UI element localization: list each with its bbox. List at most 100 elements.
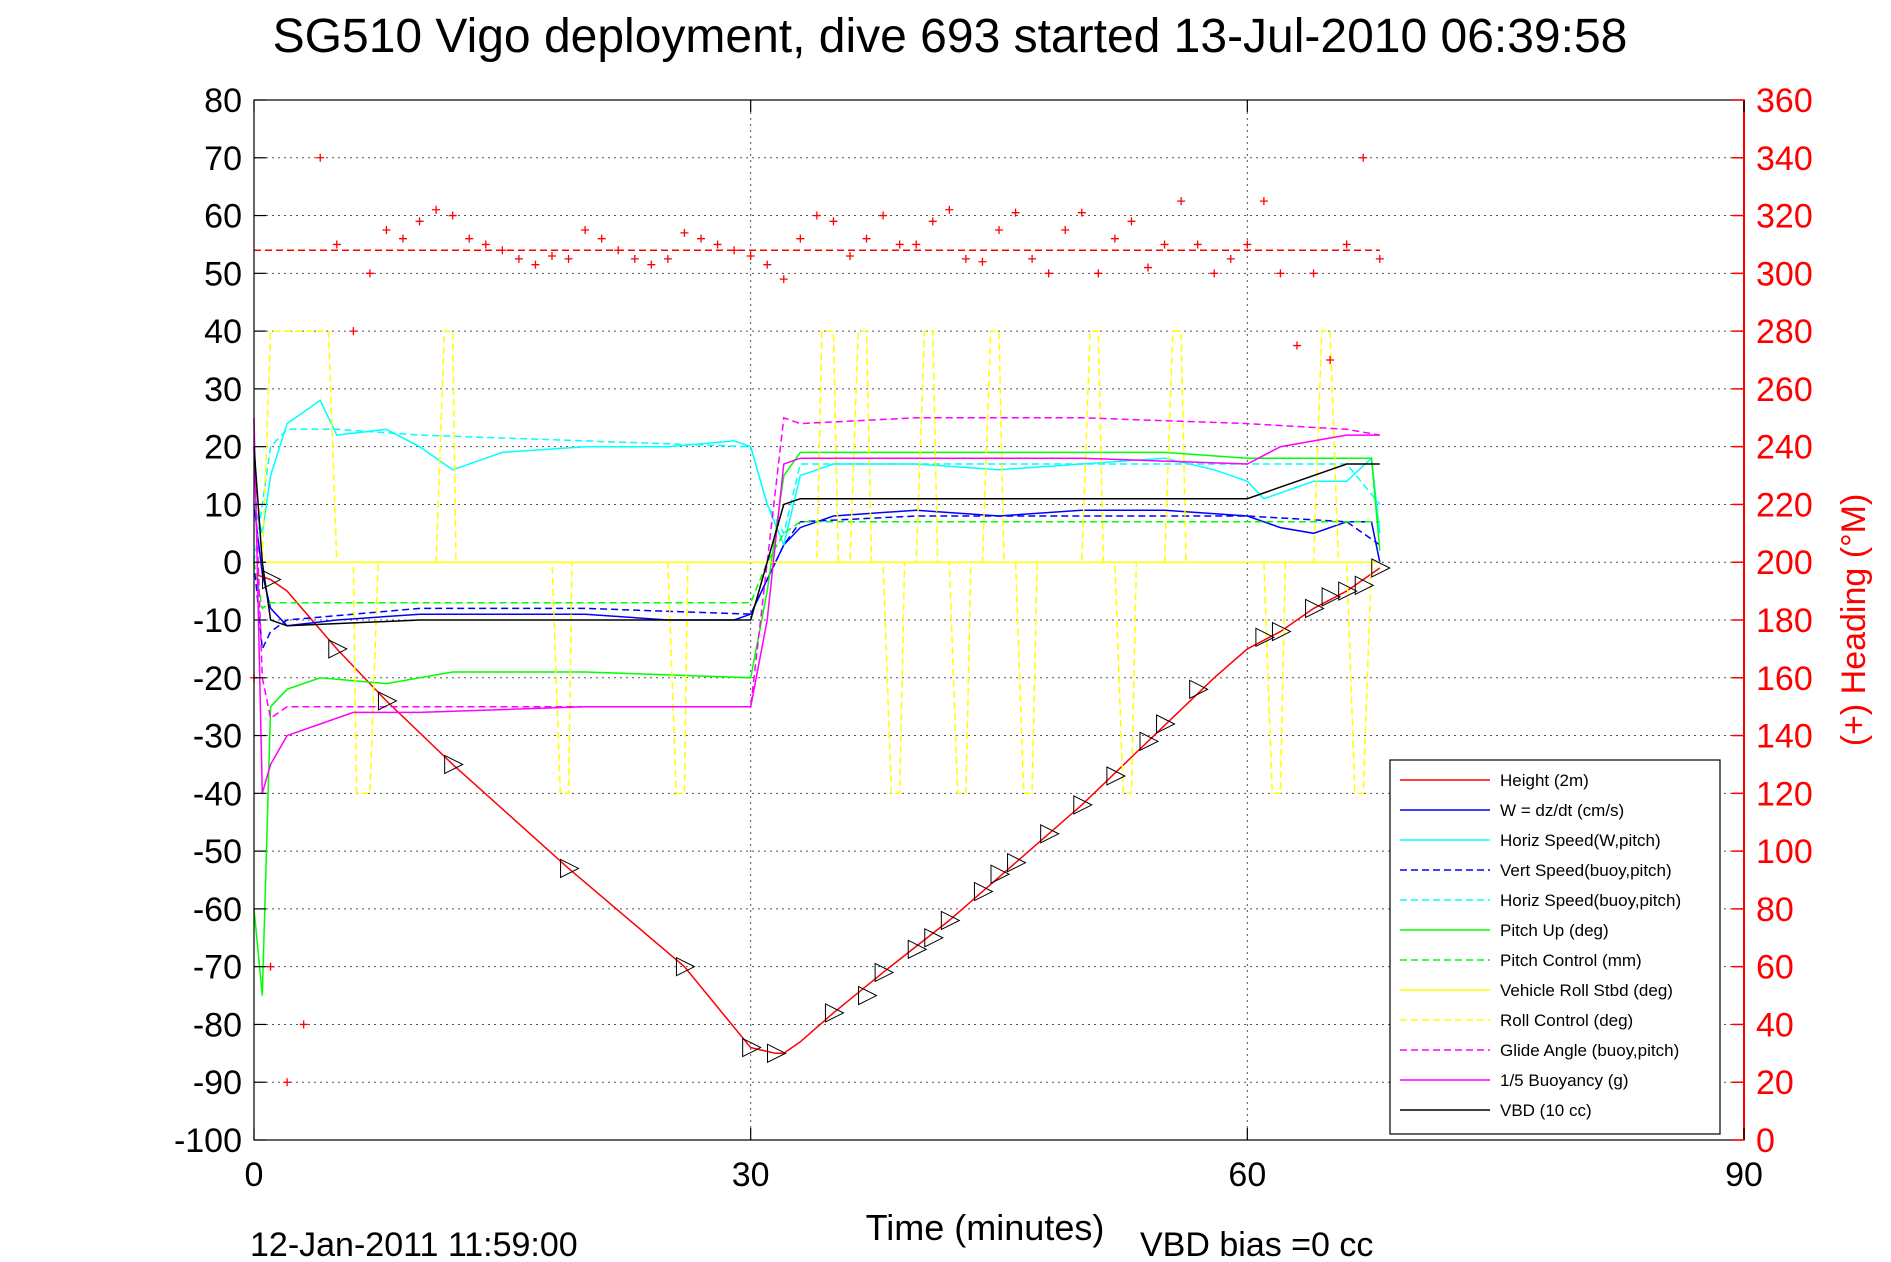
x-tick-label: 30: [732, 1156, 770, 1194]
heading-point: [1342, 240, 1351, 249]
y-tick-label: 30: [204, 371, 242, 409]
heading-point: [316, 153, 325, 162]
height-marker: [824, 1003, 845, 1023]
heading-point: [879, 211, 888, 220]
y2-tick-label: 320: [1756, 198, 1813, 236]
height-marker: [742, 1037, 762, 1058]
heading-point: [1110, 234, 1119, 243]
heading-point: [1243, 240, 1252, 249]
legend-label: Roll Control (deg): [1500, 1011, 1633, 1030]
heading-point: [995, 226, 1003, 234]
heading-point: [1193, 240, 1202, 249]
legend-label: W = dz/dt (cm/s): [1500, 801, 1624, 820]
y2-tick-label: 120: [1756, 775, 1813, 813]
y-tick-label: 40: [204, 313, 242, 351]
y-tick-label: -20: [193, 660, 242, 698]
y2-tick-label: 360: [1756, 82, 1813, 120]
heading-point: [481, 240, 490, 249]
heading-point: [895, 240, 904, 249]
heading-point: [332, 240, 341, 249]
series-line-pitch-control-mm: [253, 521, 1380, 610]
y2-axis-label: (+) Heading (°M): [1835, 494, 1873, 747]
y-tick-label: -50: [193, 833, 242, 871]
heading-point: [432, 205, 441, 214]
height-marker: [1321, 587, 1342, 607]
y-tick-label: 60: [204, 198, 242, 236]
height-marker: [924, 927, 944, 948]
legend-label: Vert Speed(buoy,pitch): [1500, 861, 1672, 880]
y2-tick-label: 140: [1756, 718, 1813, 756]
series-line-horiz-speed-buoy-pitch: [253, 428, 1381, 563]
heading-point: [1375, 254, 1384, 263]
y-tick-label: 80: [204, 82, 242, 120]
y2-tick-label: 100: [1756, 833, 1813, 871]
y2-tick-label: 340: [1756, 140, 1813, 178]
legend: Height (2m) W = dz/dt (cm/s) Horiz Speed(W…: [1389, 759, 1721, 1135]
height-marker: [328, 639, 348, 659]
height-marker: [1371, 558, 1391, 578]
footer-date: 12-Jan-2011 11:59:00: [250, 1226, 578, 1262]
height-marker: [444, 754, 464, 775]
heading-point: [928, 217, 937, 226]
legend-label: Vehicle Roll Stbd (deg): [1500, 981, 1673, 1000]
y-tick-label: -90: [193, 1064, 242, 1102]
heading-point: [1061, 226, 1070, 234]
y-tick-label: -100: [174, 1122, 242, 1160]
x-axis-label: Time (minutes): [866, 1207, 1105, 1248]
height-marker: [1139, 731, 1160, 752]
y-tick-label: -70: [193, 949, 242, 987]
y2-tick-label: 160: [1756, 660, 1813, 698]
height-marker: [874, 962, 895, 983]
series-heading: [250, 153, 1384, 1087]
heading-point: [415, 217, 424, 226]
heading-point: [746, 252, 755, 260]
series-line-height-2m: [253, 567, 1381, 1055]
height-marker: [262, 569, 282, 590]
heading-point: [1077, 208, 1086, 217]
axes: 0 30 60 9080706050403020100-10-20-30-40-50-…: [174, 82, 1813, 1194]
height-marker: [1271, 621, 1292, 642]
heading-point: [1226, 254, 1235, 263]
heading-point: [1011, 208, 1020, 217]
y-tick-label: 70: [204, 140, 242, 178]
height-marker: [907, 939, 928, 960]
series-line-glide-angle-buoy-pitch: [253, 416, 1380, 720]
y2-tick-label: 200: [1756, 544, 1813, 582]
y2-tick-label: 80: [1756, 891, 1794, 929]
heading-point: [548, 252, 556, 260]
height-marker: [1255, 627, 1276, 648]
height-marker: [1338, 581, 1358, 601]
heading-point: [697, 234, 705, 243]
y-tick-label: -30: [193, 718, 242, 756]
heading-point: [680, 228, 689, 237]
heading-point: [1094, 269, 1103, 278]
heading-point: [1127, 217, 1136, 226]
heading-point: [961, 254, 970, 263]
x-tick-label: 90: [1725, 1156, 1763, 1194]
footer-vbd-bias: VBD bias =0 cc: [1140, 1226, 1373, 1262]
heading-point: [283, 1078, 292, 1087]
y2-tick-label: 220: [1756, 486, 1813, 524]
series-line-vert-speed-buoy-pitch: [253, 515, 1381, 652]
heading-point: [1259, 197, 1268, 206]
series-line-1-5-buoyancy-g: [253, 417, 1380, 794]
y2-tick-label: 260: [1756, 371, 1813, 409]
heading-point: [399, 234, 407, 243]
heading-point: [812, 211, 821, 220]
height-marker: [1189, 679, 1209, 700]
heading-point: [448, 211, 457, 220]
height-marker: [1156, 714, 1176, 734]
heading-point: [1309, 269, 1318, 278]
series-line-vbd-10-cc: [253, 446, 1380, 627]
heading-point: [299, 1020, 308, 1029]
legend-label: Pitch Control (mm): [1500, 951, 1642, 970]
height-marker: [675, 956, 696, 977]
heading-point: [564, 254, 573, 263]
y2-tick-label: 240: [1756, 429, 1813, 467]
height-marker: [377, 691, 398, 711]
heading-point: [465, 234, 474, 243]
height-marker: [767, 1043, 787, 1064]
heading-point: [978, 257, 987, 266]
heading-point: [763, 260, 772, 269]
